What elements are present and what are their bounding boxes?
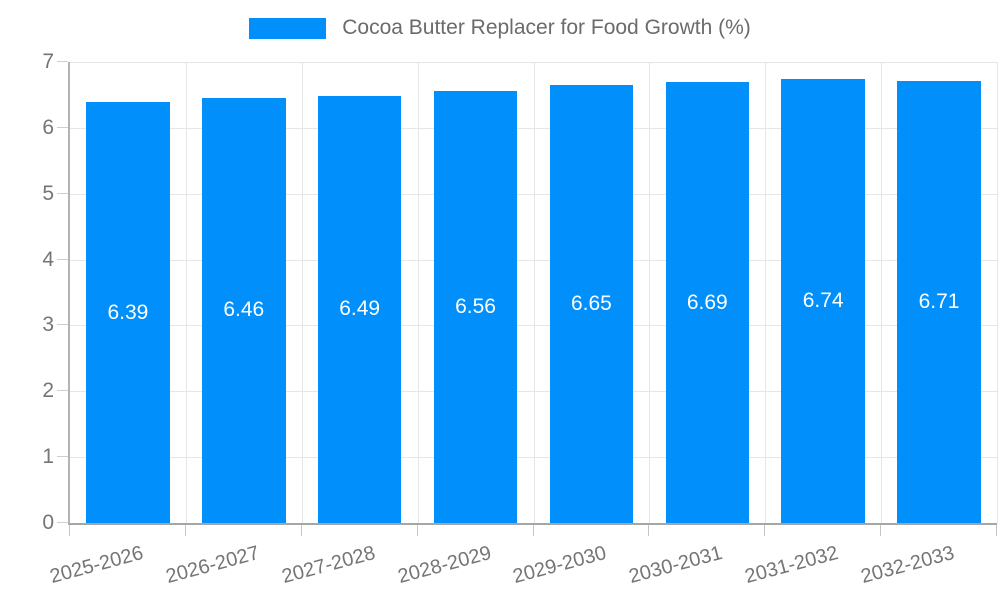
bar-value-label: 6.65 — [570, 292, 612, 316]
x-axis-tick — [300, 525, 302, 536]
bar-2030-2031[interactable]: 6.69 — [665, 82, 750, 523]
legend-item[interactable]: Cocoa Butter Replacer for Food Growth (%… — [249, 16, 751, 40]
y-axis-label: 5 — [42, 181, 54, 205]
y-axis-label: 1 — [42, 445, 54, 469]
y-axis-label: 4 — [42, 247, 54, 271]
bar-2028-2029[interactable]: 6.56 — [433, 90, 518, 523]
v-gridline — [765, 62, 767, 523]
y-axis-tick — [57, 126, 68, 128]
v-gridline — [185, 62, 187, 523]
y-axis-tick — [57, 192, 68, 194]
y-axis-label: 3 — [42, 313, 54, 337]
v-gridline — [533, 62, 535, 523]
legend: Cocoa Butter Replacer for Food Growth (%… — [0, 16, 1000, 40]
v-gridline — [649, 62, 651, 523]
x-axis-tick — [532, 525, 534, 536]
y-axis-tick — [57, 61, 68, 62]
y-axis-labels: 0 1 2 3 4 5 6 7 — [0, 50, 54, 534]
y-axis-tick — [57, 324, 68, 326]
bar-2026-2027[interactable]: 6.46 — [202, 97, 286, 523]
legend-swatch-icon — [249, 17, 327, 39]
v-gridline — [417, 62, 419, 523]
v-gridline — [881, 62, 883, 523]
y-axis-tick — [57, 456, 68, 458]
x-axis-tick — [69, 525, 70, 536]
x-axis-tick — [184, 525, 186, 536]
v-gridline — [997, 62, 998, 523]
x-axis-labels: 2025-2026 2026-2027 2027-2028 2028-2029 2029… — [48, 534, 995, 600]
y-axis-tick — [57, 522, 68, 523]
y-axis-tick — [57, 258, 68, 260]
bar-2029-2030[interactable]: 6.65 — [549, 85, 634, 523]
bar-2032-2033[interactable]: 6.71 — [897, 81, 981, 523]
y-axis-label: 6 — [42, 115, 54, 139]
y-axis-label: 0 — [42, 511, 54, 534]
bar-value-label: 6.49 — [339, 297, 381, 321]
x-axis-tick — [416, 525, 418, 536]
bar-value-label: 6.46 — [223, 298, 265, 322]
bar-value-label: 6.74 — [802, 289, 844, 313]
legend-label: Cocoa Butter Replacer for Food Growth (%… — [342, 16, 751, 39]
y-axis-tick — [57, 390, 68, 392]
x-axis-tick — [996, 525, 997, 536]
bar-2027-2028[interactable]: 6.49 — [317, 95, 402, 523]
bar-value-label: 6.39 — [107, 300, 149, 324]
bar-value-label: 6.71 — [918, 290, 960, 314]
y-axis-label: 7 — [42, 50, 54, 73]
plot-area: 6.39 6.46 6.49 6.56 6.65 6.69 6.74 6.71 — [57, 61, 998, 536]
bar-2031-2032[interactable]: 6.74 — [781, 79, 865, 523]
y-axis-label: 2 — [42, 379, 54, 403]
bar-value-label: 6.69 — [686, 290, 728, 314]
v-gridline — [301, 62, 303, 523]
bar-2025-2026[interactable]: 6.39 — [86, 102, 170, 523]
x-axis-tick — [648, 525, 650, 536]
x-axis-tick — [880, 525, 882, 536]
x-axis-tick — [764, 525, 766, 536]
bar-value-label: 6.56 — [455, 294, 496, 318]
